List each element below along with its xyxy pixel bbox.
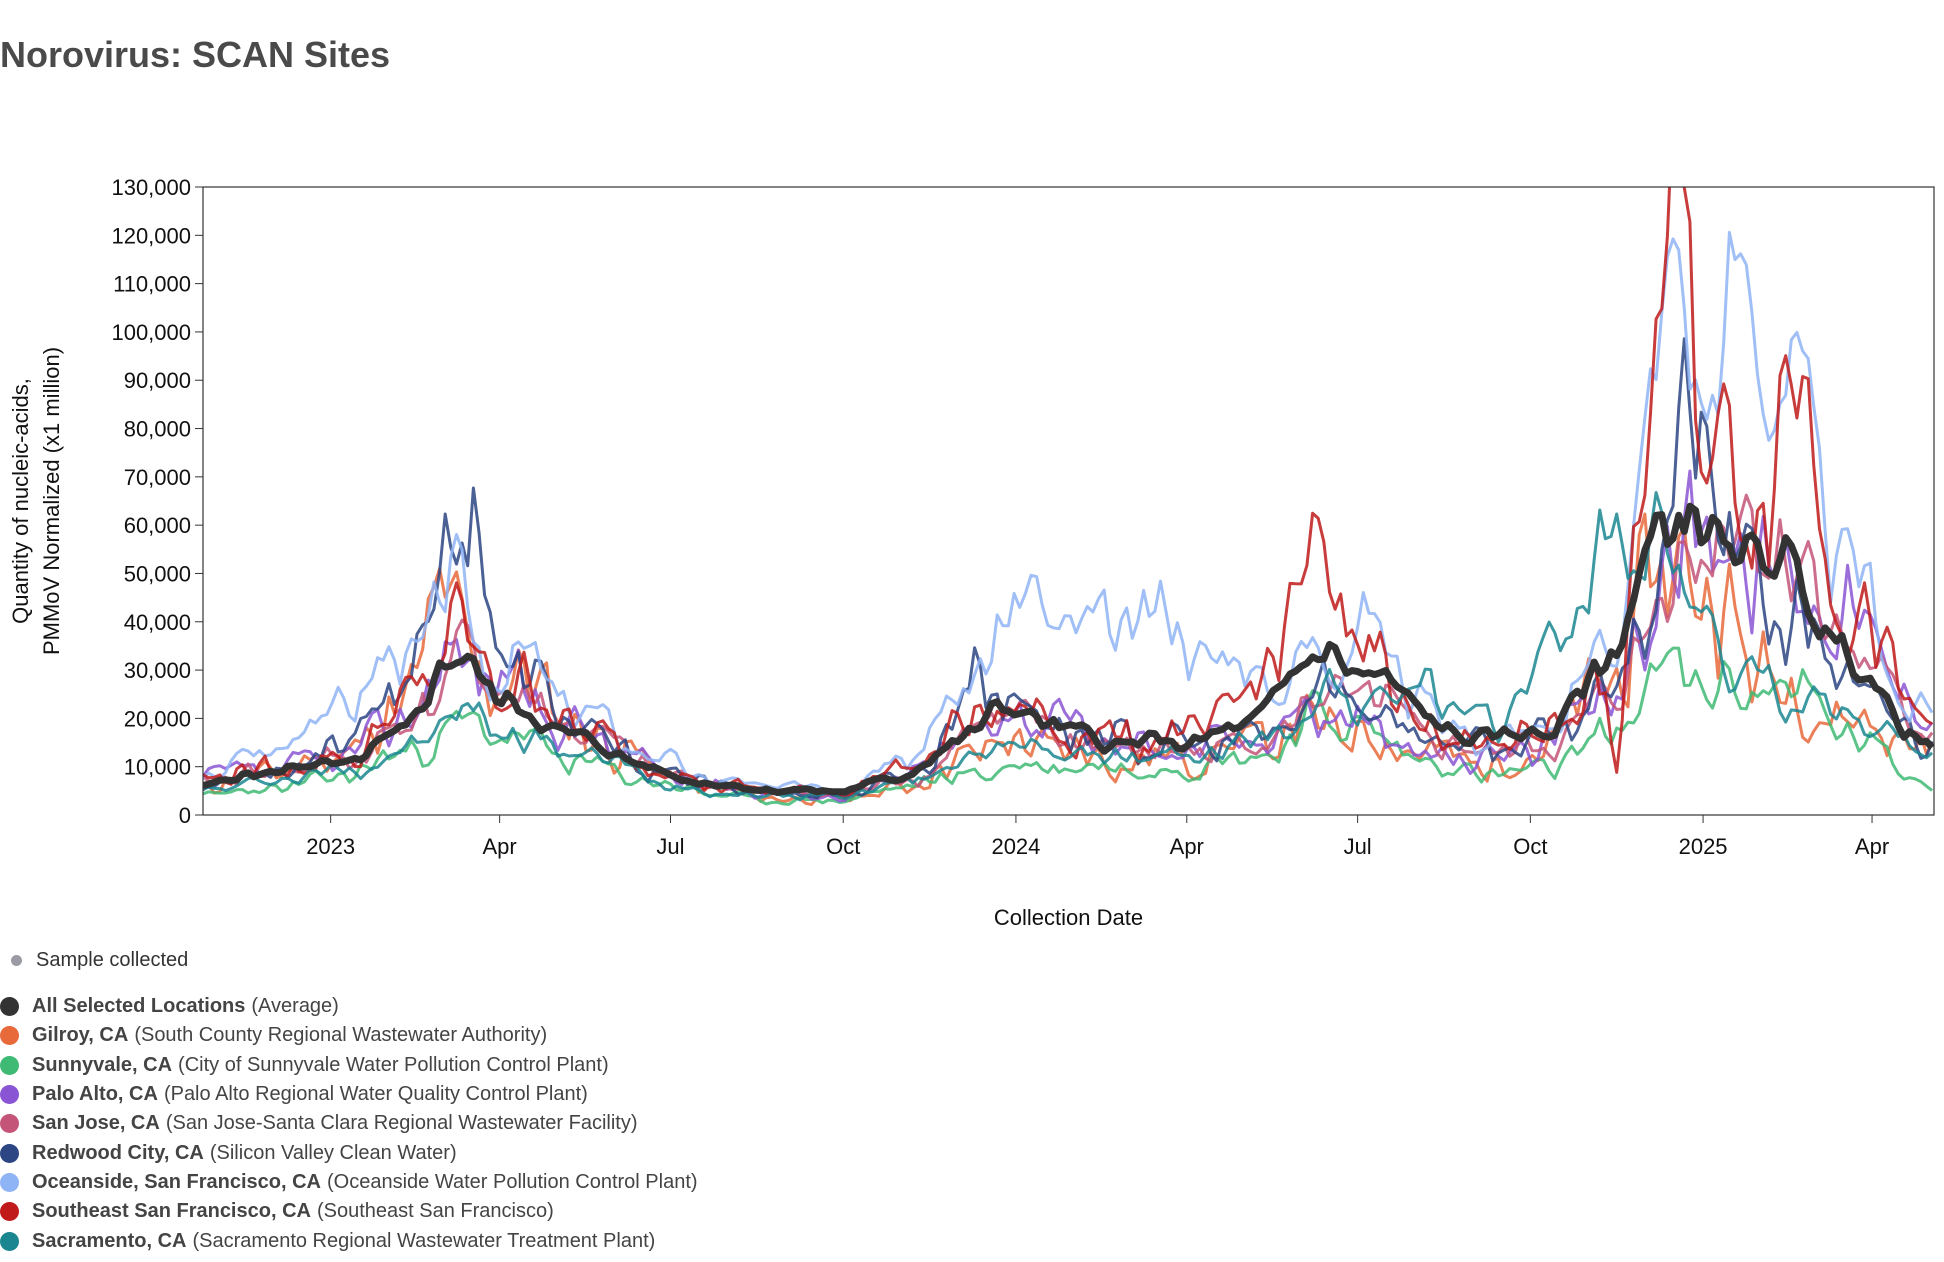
legend-item[interactable]: Oceanside, San Francisco, CA (Oceanside W… <box>0 1168 698 1197</box>
y-tick-label: 10,000 <box>124 755 191 780</box>
page-title: Norovirus: SCAN Sites <box>0 34 391 75</box>
legend-item-name: San Jose, CA <box>32 1112 160 1135</box>
legend-item-facility: (Average) <box>251 995 339 1018</box>
legend-item[interactable]: Sacramento, CA (Sacramento Regional Waste… <box>0 1226 698 1255</box>
y-axis-title-line: PMMoV Normalized (x1 million) <box>39 347 64 655</box>
sample-dot-icon <box>11 954 22 966</box>
x-tick-label: Apr <box>1855 834 1889 859</box>
y-axis-title: Quantity of nucleic-acids, PMMoV Normaliz… <box>8 347 64 655</box>
series-line <box>203 512 1934 807</box>
y-tick-label: 70,000 <box>124 465 191 490</box>
series-line <box>203 337 1934 800</box>
legend-item-facility: (Southeast San Francisco) <box>316 1200 554 1223</box>
legend-item-facility: (South County Regional Wastewater Author… <box>134 1024 548 1047</box>
legend-item[interactable]: Southeast San Francisco, CA (Southeast Sa… <box>0 1197 698 1226</box>
legend-swatch-icon <box>0 1231 19 1251</box>
legend-item-name: All Selected Locations <box>32 995 246 1018</box>
legend-sample-row: Sample collected <box>0 948 698 972</box>
y-tick-label: 130,000 <box>111 175 191 200</box>
legend-item-name: Oceanside, San Francisco, CA <box>32 1170 321 1193</box>
series-line <box>203 502 1934 796</box>
legend-item-name: Sunnyvale, CA <box>32 1053 173 1076</box>
y-tick-label: 20,000 <box>124 706 191 731</box>
x-tick-label: 2025 <box>1679 834 1728 859</box>
legend-item[interactable]: Palo Alto, CA (Palo Alto Regional Water Q… <box>0 1080 698 1109</box>
legend-item-facility: (City of Sunnyvale Water Pollution Contr… <box>178 1053 609 1076</box>
series-line <box>203 187 1933 800</box>
x-tick-label: Jul <box>656 834 684 859</box>
x-tick-label: Apr <box>1170 834 1204 859</box>
x-tick-label: 2024 <box>991 834 1040 859</box>
x-axis-title: Collection Date <box>994 905 1143 930</box>
y-tick-label: 90,000 <box>124 368 191 393</box>
legend-item-facility: (Oceanside Water Pollution Control Plant… <box>327 1170 698 1193</box>
series-line <box>203 469 1934 803</box>
legend: Sample collected All Selected Locations(… <box>0 948 698 1256</box>
legend-item-name: Redwood City, CA <box>32 1141 204 1164</box>
y-tick-label: 60,000 <box>124 513 191 538</box>
y-tick-label: 110,000 <box>113 272 191 297</box>
legend-item-facility: (Sacramento Regional Wastewater Treatmen… <box>192 1229 656 1252</box>
legend-swatch-icon <box>0 1085 19 1105</box>
y-tick-label: 40,000 <box>124 610 191 635</box>
x-tick-label: Apr <box>483 834 517 859</box>
y-tick-label: 30,000 <box>124 658 191 683</box>
legend-swatch-icon <box>0 1172 19 1192</box>
y-tick-label: 50,000 <box>124 561 191 586</box>
legend-item-facility: (Silicon Valley Clean Water) <box>209 1141 457 1164</box>
x-tick-label: 2023 <box>306 834 355 859</box>
legend-sample-label: Sample collected <box>36 948 189 971</box>
legend-item-name: Sacramento, CA <box>32 1229 187 1252</box>
x-tick-label: Oct <box>1513 834 1547 859</box>
y-tick-label: 0 <box>179 803 191 828</box>
x-tick-label: Jul <box>1344 834 1372 859</box>
series-line <box>203 491 1934 802</box>
x-tick-label: Oct <box>826 834 860 859</box>
y-tick-label: 80,000 <box>124 417 191 442</box>
legend-item[interactable]: All Selected Locations (Average) <box>0 992 698 1021</box>
legend-item[interactable]: Redwood City, CA (Silicon Valley Clean Wa… <box>0 1138 698 1167</box>
plot-frame <box>202 186 1935 816</box>
legend-swatch-icon <box>0 1026 19 1046</box>
y-axis-title-line: Quantity of nucleic-acids, <box>8 378 33 624</box>
legend-swatch-icon <box>0 1114 19 1134</box>
legend-swatch-icon <box>0 997 19 1017</box>
legend-swatch-icon <box>0 1055 19 1075</box>
legend-swatch-icon <box>0 1202 19 1222</box>
legend-items: All Selected Locations (Average) Gilroy, C… <box>0 992 698 1256</box>
legend-swatch-icon <box>0 1143 19 1163</box>
legend-item[interactable]: Gilroy, CA (South County Regional Wastewa… <box>0 1021 698 1050</box>
legend-item-name: Palo Alto, CA <box>32 1083 158 1106</box>
legend-item-name: Southeast San Francisco, CA <box>32 1200 311 1223</box>
y-tick-label: 100,000 <box>111 320 191 345</box>
series-line <box>203 230 1934 795</box>
legend-item-facility: (Palo Alto Regional Water Quality Contro… <box>163 1083 588 1106</box>
legend-item-name: Gilroy, CA <box>32 1024 129 1047</box>
chart[interactable]: 0 10,000 20,000 30,000 40,000 50,000 60,000 70,… <box>0 170 1944 940</box>
y-tick-label: 120,000 <box>111 223 191 248</box>
legend-item-facility: (San Jose-Santa Clara Regional Wastewate… <box>165 1112 638 1135</box>
series-line <box>203 646 1934 806</box>
legend-item[interactable]: Sunnyvale, CA (City of Sunnyvale Water Po… <box>0 1051 698 1080</box>
series-layer <box>203 187 1934 807</box>
legend-item[interactable]: San Jose, CA (San Jose-Santa Clara Region… <box>0 1109 698 1138</box>
